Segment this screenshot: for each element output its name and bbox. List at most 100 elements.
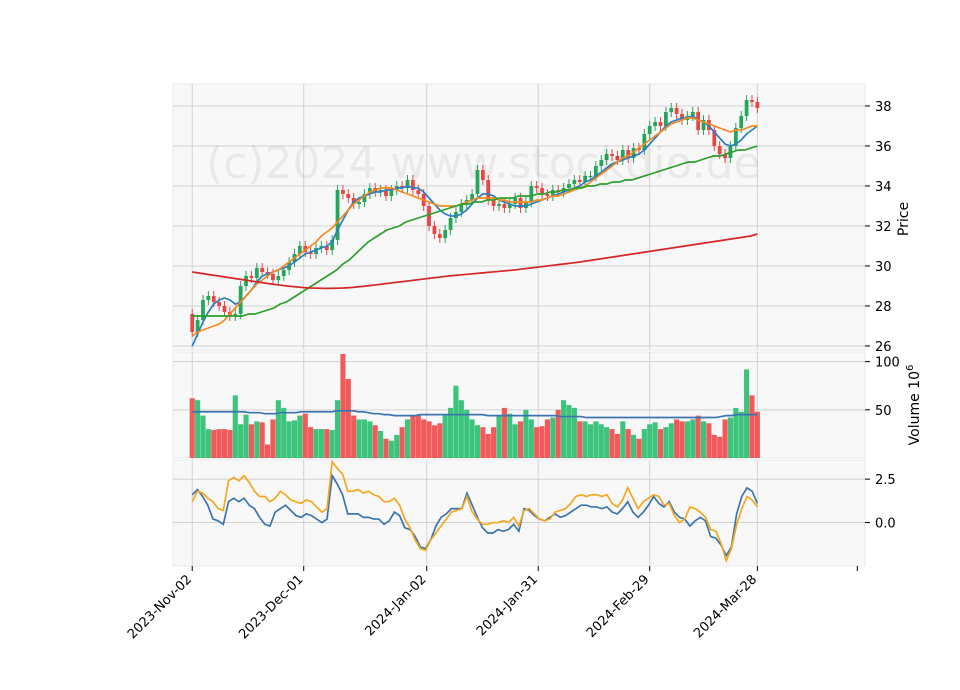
x-tick-label: 2024-Feb-29 — [584, 572, 653, 641]
price-ytick-label: 38 — [875, 100, 892, 115]
candle-body — [443, 230, 448, 238]
volume-bar — [647, 424, 653, 458]
volume-bar — [566, 405, 572, 458]
volume-bar — [582, 421, 588, 458]
volume-bar — [727, 417, 734, 458]
candle-body — [550, 190, 555, 196]
price-ytick-label: 26 — [875, 340, 892, 355]
volume-bar — [340, 353, 346, 458]
candle-body — [518, 198, 523, 208]
volume-bar — [577, 421, 583, 458]
candle-body — [577, 180, 582, 182]
volume-bar — [394, 434, 400, 458]
volume-bar — [232, 395, 238, 458]
candle-body — [480, 170, 485, 180]
volume-bar — [738, 411, 744, 458]
candle-body — [389, 190, 394, 196]
watermark: (c)2024 www.stockdio.de — [206, 138, 760, 189]
candle-body — [626, 150, 631, 158]
volume-bar — [507, 413, 513, 458]
volume-bar — [275, 400, 281, 458]
volume-bar — [544, 419, 551, 458]
candle-body — [314, 248, 318, 254]
volume-bar — [383, 438, 389, 458]
candle-body — [330, 240, 335, 250]
candle-body — [357, 202, 361, 204]
moving-average-line — [192, 145, 758, 317]
volume-bar — [668, 423, 674, 458]
volume-bar — [286, 421, 292, 458]
volume-ma-line — [192, 409, 758, 419]
volume-bar — [534, 427, 540, 458]
candle-body — [755, 102, 760, 108]
candle-body — [341, 190, 345, 194]
volume-bar — [550, 417, 556, 458]
price-ytick-label: 28 — [875, 300, 892, 315]
candle-body — [653, 122, 657, 126]
candle-body — [583, 176, 588, 182]
volume-bar — [410, 415, 416, 458]
volume-bar — [571, 407, 577, 458]
volume-bar — [437, 423, 443, 458]
x-tick-label: 2023-Nov-02 — [125, 572, 195, 642]
candle-body — [324, 246, 329, 250]
volume-bar — [270, 419, 276, 458]
osc-ytick-label: 2.5 — [875, 473, 896, 488]
volume-ytick-label: 50 — [875, 404, 892, 419]
volume-bar — [259, 422, 265, 458]
volume-bar — [308, 427, 314, 458]
candle-body — [217, 302, 222, 306]
volume-bar — [496, 415, 502, 458]
candle-body — [411, 180, 415, 190]
candle-body — [534, 186, 539, 188]
volume-bar — [388, 440, 394, 458]
candle-body — [475, 170, 480, 194]
volume-axis-label: Volume 106 — [905, 365, 923, 446]
candle-body — [190, 314, 195, 332]
volume-bar — [453, 385, 459, 458]
volume-bar — [625, 429, 631, 458]
volume-bar — [480, 427, 486, 458]
candle-body — [195, 320, 200, 332]
volume-bar — [345, 378, 351, 458]
candle-body — [384, 190, 388, 196]
candle-body — [712, 130, 717, 146]
volume-bar — [641, 429, 647, 458]
candle-body — [486, 180, 491, 200]
price-ytick-label: 30 — [875, 260, 892, 275]
candle-body — [378, 190, 383, 192]
volume-bar — [211, 430, 217, 458]
candle-body — [604, 154, 609, 160]
volume-bar — [469, 419, 475, 458]
candle-body — [620, 150, 625, 160]
candle-body — [260, 268, 265, 272]
candle-body — [744, 100, 749, 116]
volume-bar — [281, 407, 287, 458]
candle-body — [346, 194, 351, 198]
volume-bar — [631, 434, 637, 458]
candle-body — [271, 274, 275, 280]
candle-body — [529, 186, 534, 202]
volume-bar — [700, 421, 707, 458]
volume-bar — [302, 413, 308, 458]
volume-axis-label-exp: 10 — [907, 371, 923, 389]
volume-bar — [491, 427, 497, 458]
volume-bar — [378, 431, 384, 458]
volume-bar — [458, 400, 464, 458]
volume-bar — [318, 429, 324, 458]
volume-bar — [324, 429, 330, 458]
candle-body — [701, 120, 706, 130]
candle-body — [206, 296, 211, 300]
volume-bar — [464, 409, 470, 458]
candle-body — [319, 246, 324, 248]
candle-body — [491, 200, 496, 206]
volume-axis-label-text: Volume — [907, 393, 923, 445]
candle-body — [588, 176, 593, 177]
candle-body — [663, 112, 668, 126]
x-tick-label: 2024-Mar-28 — [691, 572, 760, 641]
volume-bar — [609, 429, 615, 458]
volume-bar — [620, 421, 626, 458]
candle-body — [276, 276, 281, 280]
volume-bar — [512, 424, 518, 458]
volume-bar — [614, 433, 620, 458]
